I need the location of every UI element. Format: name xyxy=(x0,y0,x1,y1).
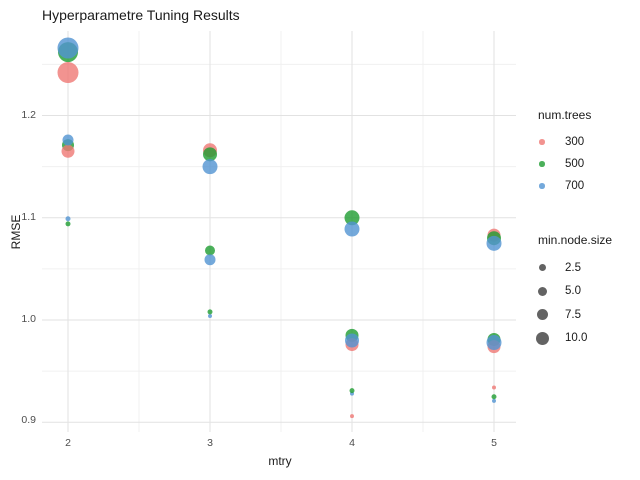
legend-min-node-size: min.node.size 2.5 5.0 7.5 10.0 xyxy=(528,233,638,350)
legend-key xyxy=(528,286,556,296)
data-point xyxy=(208,313,212,318)
legend-key xyxy=(528,331,556,345)
size-dot-icon xyxy=(537,286,547,296)
legend-item-7-5: 7.5 xyxy=(528,303,638,327)
legend-key xyxy=(528,161,556,167)
legend-item-label: 500 xyxy=(565,158,585,170)
data-point xyxy=(350,414,354,419)
data-point xyxy=(202,159,218,175)
legend-key xyxy=(528,139,556,145)
y-tick-label: 1.0 xyxy=(21,313,36,325)
y-tick-label: 1.1 xyxy=(21,211,36,223)
plot-title: Hyperparametre Tuning Results xyxy=(42,7,240,23)
green-dot-icon xyxy=(539,161,545,167)
data-point xyxy=(61,144,75,158)
data-point xyxy=(65,221,71,227)
legend-item-500: 500 xyxy=(528,153,638,175)
x-tick-label: 2 xyxy=(65,437,71,449)
data-point xyxy=(203,147,217,162)
legend-item-10-0: 10.0 xyxy=(528,327,638,351)
data-point xyxy=(492,385,496,390)
legend-item-label: 7.5 xyxy=(565,308,581,321)
data-point xyxy=(62,134,74,146)
legend-min-node-size-title: min.node.size xyxy=(538,233,613,247)
legend-item-300: 300 xyxy=(528,131,638,153)
legend-item-label: 700 xyxy=(565,180,585,192)
data-point xyxy=(207,309,213,315)
data-point xyxy=(491,394,497,400)
y-tick-label: 1.2 xyxy=(21,109,36,121)
data-point xyxy=(205,245,215,256)
legend-key xyxy=(528,183,556,189)
legend-item-700: 700 xyxy=(528,175,638,197)
legend-item-label: 10.0 xyxy=(565,332,588,345)
legend-item-label: 300 xyxy=(565,136,585,148)
red-dot-icon xyxy=(539,139,545,145)
data-point xyxy=(486,335,502,351)
data-point xyxy=(349,388,355,394)
data-point xyxy=(344,210,360,226)
legend-num-trees-title: num.trees xyxy=(538,108,592,122)
legend-item-2-5: 2.5 xyxy=(528,256,638,280)
x-tick-label: 5 xyxy=(491,437,497,449)
legend-key xyxy=(528,264,556,272)
x-tick-label: 4 xyxy=(349,437,355,449)
size-dot-icon xyxy=(538,264,546,272)
y-axis-title: RMSE xyxy=(9,214,23,250)
blue-dot-icon xyxy=(539,183,545,189)
data-point xyxy=(57,62,79,84)
legend-key xyxy=(528,309,556,321)
size-dot-icon xyxy=(536,309,548,321)
legend-item-label: 2.5 xyxy=(565,261,581,274)
data-point xyxy=(492,398,496,403)
data-point xyxy=(345,333,359,348)
data-point xyxy=(204,254,216,266)
legend-item-5-0: 5.0 xyxy=(528,280,638,304)
x-tick-label: 3 xyxy=(207,437,213,449)
legend-item-label: 5.0 xyxy=(565,285,581,298)
legend-num-trees: num.trees 300 500 700 xyxy=(528,108,638,197)
data-point xyxy=(344,221,360,237)
data-point xyxy=(57,37,79,59)
data-point xyxy=(65,216,71,222)
size-dot-icon xyxy=(535,331,549,345)
data-point xyxy=(486,235,502,251)
x-axis-title: mtry xyxy=(268,454,292,468)
y-tick-label: 0.9 xyxy=(21,414,36,426)
